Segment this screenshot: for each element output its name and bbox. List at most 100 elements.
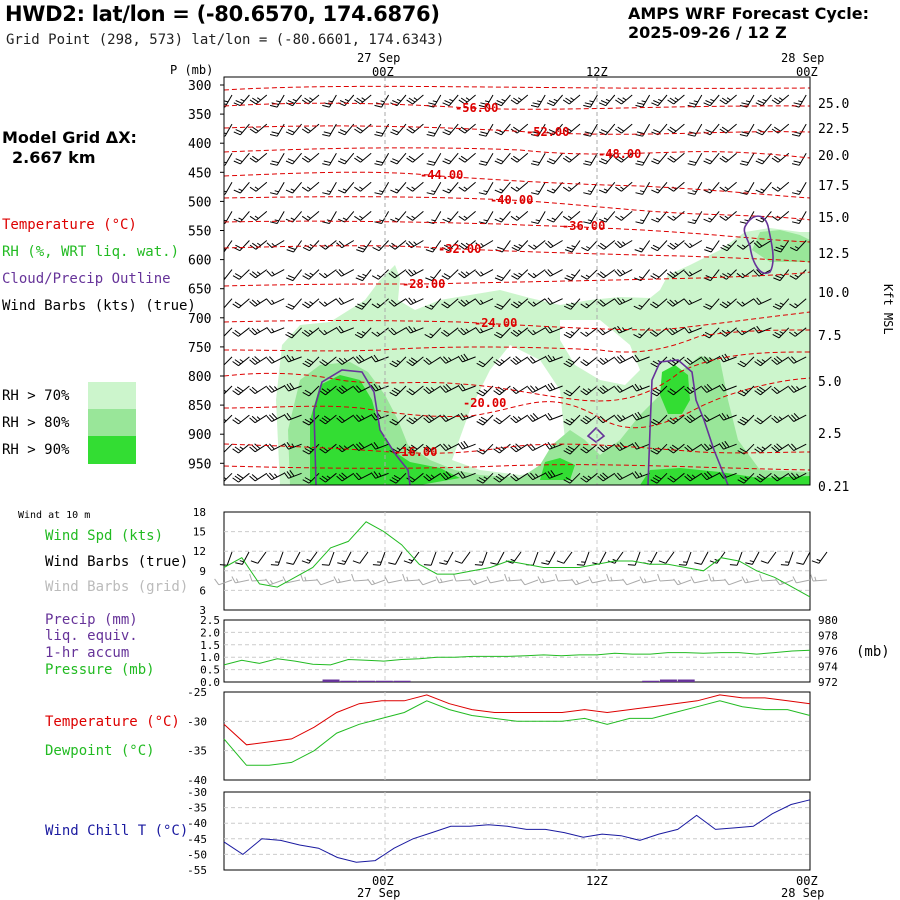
dewpoint-line (223, 700, 811, 766)
wind-barb (583, 152, 598, 166)
bottom-date-label: 27 Sep (357, 886, 400, 900)
wind-barb (232, 443, 250, 454)
wind-barb (371, 327, 389, 337)
wind-panel-frame (223, 511, 811, 611)
wind-barb (678, 551, 692, 566)
wind-barb (233, 152, 250, 165)
wind-barb (739, 152, 755, 166)
height-tick-label: 10.0 (818, 286, 849, 301)
wind-barb (224, 356, 233, 366)
wind-barb (511, 269, 529, 280)
wind-barb (266, 443, 285, 452)
wind-barb (789, 327, 807, 337)
wind-barb (389, 472, 407, 484)
wind-barb (283, 354, 302, 363)
wind-barb (266, 269, 285, 277)
wind-barb (285, 211, 302, 223)
wind-barb (510, 472, 529, 482)
wind-barb (771, 414, 790, 424)
wind-barb (356, 240, 372, 253)
wind-barb (615, 123, 633, 134)
wind-barb (439, 551, 454, 565)
wind-barb (650, 269, 668, 280)
station-title: HWD2: lat/lon = (-80.6570, 174.6876) (5, 2, 440, 26)
wind-barb (634, 240, 651, 253)
wind-barb (708, 573, 726, 582)
wind-barb (562, 123, 581, 134)
wind-barb (810, 573, 828, 582)
wind-barb (631, 471, 650, 479)
wind-barb (683, 326, 702, 334)
panel-tick-label: -40 (187, 817, 207, 830)
wind-barb (588, 576, 607, 584)
rh70-cut (452, 345, 565, 475)
wind-barb (780, 551, 794, 566)
wind-barb (687, 211, 703, 224)
wind-barb (544, 325, 563, 334)
wind-barb (773, 240, 790, 253)
wind-barb (249, 298, 268, 307)
wind-barb (639, 576, 658, 584)
pressure-tick-label: 500 (188, 195, 211, 210)
wind-barb (631, 354, 650, 363)
wind-barb (788, 413, 807, 422)
wind-barb (322, 152, 337, 166)
wind-barb (627, 551, 641, 566)
isotherm-label: -16.00 (394, 445, 437, 459)
bottom-time-label: 00Z (796, 874, 818, 888)
wind-barb (580, 298, 598, 309)
wind-barb (788, 443, 807, 452)
wind-barb (457, 471, 476, 479)
wind-barb (355, 298, 372, 310)
forecast-cycle-value: 2025-09-26 / 12 Z (628, 23, 787, 42)
wind-barb (494, 211, 511, 223)
wind-barb (354, 152, 372, 163)
wind-barb (336, 385, 355, 395)
panel-tick-label: 3 (199, 604, 206, 617)
wind-barb (266, 472, 285, 481)
wind-barb (792, 576, 811, 584)
wind-barb (458, 298, 476, 307)
wind-barb (249, 123, 268, 134)
wind-barb (684, 240, 703, 249)
height-tick-label: 12.5 (818, 247, 849, 262)
wind-barb (266, 356, 285, 364)
panel-tick-label: 1.5 (200, 639, 220, 652)
wind-barb (666, 298, 685, 307)
wind-barb (458, 240, 476, 250)
wind-barb (736, 298, 755, 307)
wind-barb (544, 269, 563, 277)
wind-barb (476, 385, 494, 397)
bottom-date-label: 28 Sep (781, 886, 824, 900)
wind-barb (494, 298, 511, 310)
wind-barb (771, 181, 790, 192)
wind-barb (406, 385, 424, 396)
isotherm-label: -44.00 (420, 168, 463, 182)
wind-barb (440, 443, 459, 452)
wind-barb (353, 385, 372, 393)
wind-barb (703, 181, 720, 194)
wind-barb (737, 472, 755, 484)
wind-barb (650, 472, 668, 484)
wind-barb (597, 385, 616, 395)
wind-barb (651, 152, 668, 165)
height-tick-label: 2.5 (818, 427, 841, 442)
wind-barb (336, 472, 355, 482)
legend-cloud-outline: Cloud/Precip Outline (2, 271, 171, 287)
wind-barb (224, 414, 233, 424)
precip-panel-frame (223, 619, 811, 683)
wind-barb (371, 269, 389, 280)
wind-barb (571, 578, 590, 586)
wind-barb (773, 269, 790, 282)
wind-barb (598, 152, 616, 165)
wind-barb (388, 298, 407, 307)
panel-tick-label: 2.0 (200, 626, 220, 639)
wind-barb (493, 443, 511, 454)
wind-barb (511, 240, 529, 252)
wind-barb (520, 578, 539, 586)
wind-barb (530, 152, 546, 166)
wind-barb (544, 382, 563, 392)
wind-barb (687, 152, 703, 166)
wind-barb (562, 94, 581, 105)
wind-barb (232, 472, 250, 483)
